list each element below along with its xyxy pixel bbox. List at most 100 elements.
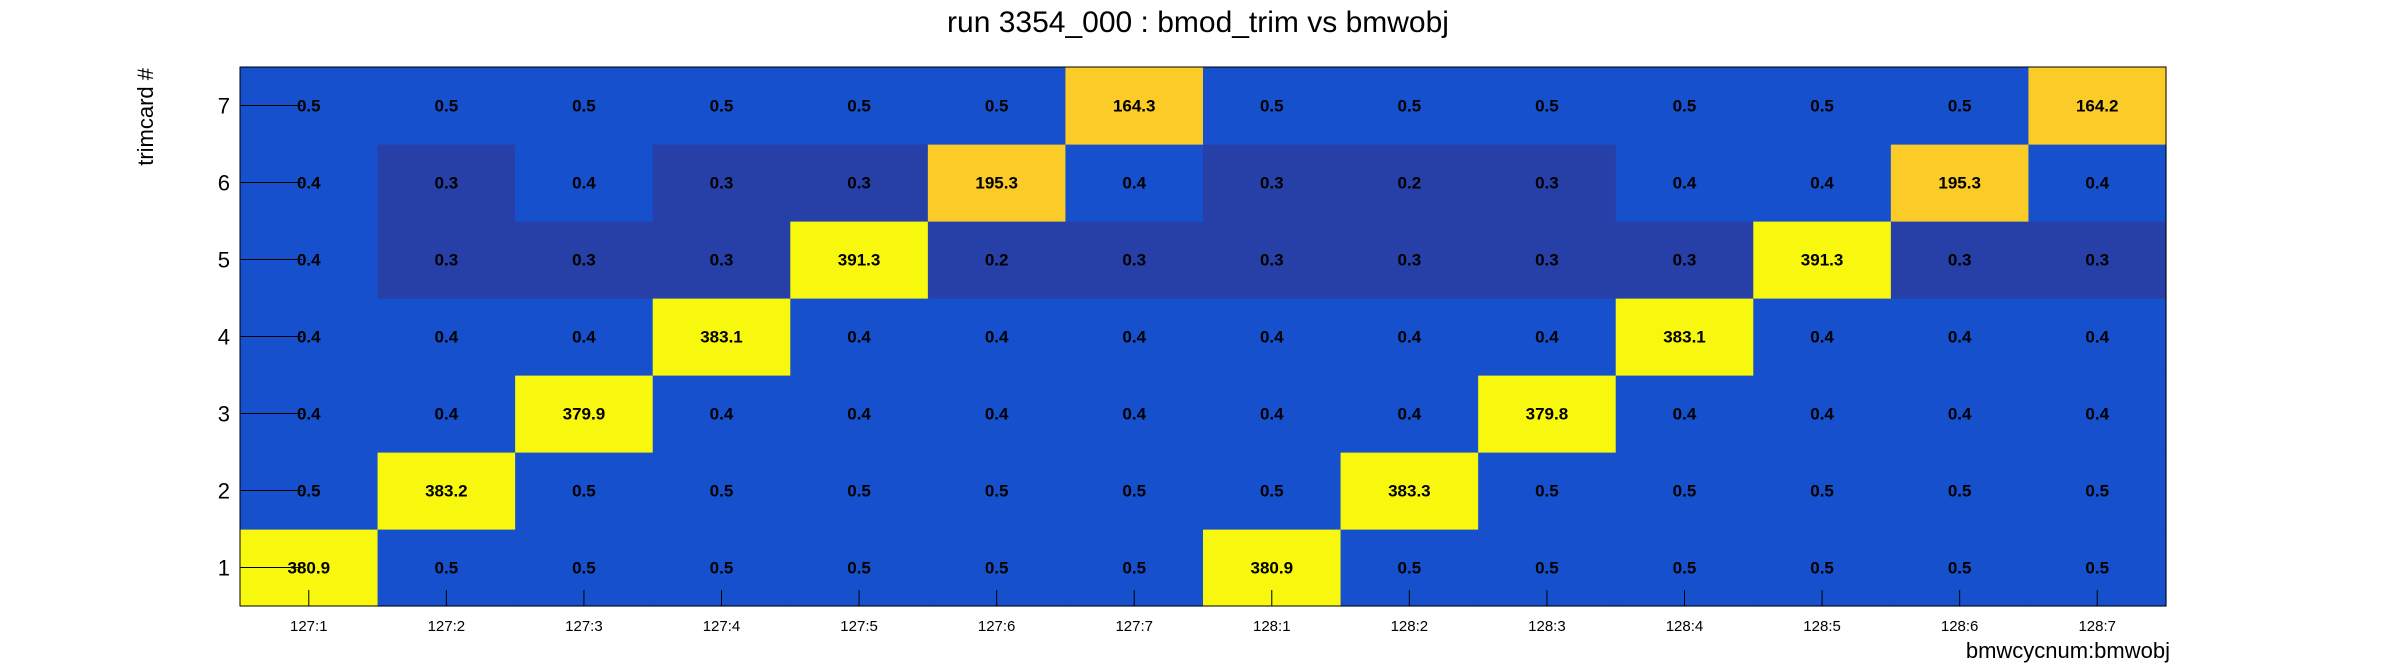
cell-value-label: 0.3 xyxy=(1535,251,1559,270)
heatmap-cell xyxy=(927,67,1067,145)
cell-value-label: 0.3 xyxy=(1260,251,1284,270)
heatmap-cell xyxy=(1478,298,1617,376)
cell-value-label: 0.4 xyxy=(1948,328,1972,347)
cell-value-label: 0.5 xyxy=(1535,97,1559,116)
cell-value-label: 0.5 xyxy=(1535,482,1559,501)
heatmap-cell xyxy=(1615,144,1754,222)
x-tick-label: 127:1 xyxy=(290,618,328,635)
y-tick-label: 7 xyxy=(218,94,230,119)
cell-value-label: 0.5 xyxy=(1810,559,1834,578)
cell-value-label: 0.2 xyxy=(985,251,1009,270)
y-tick-label: 5 xyxy=(218,248,230,273)
heatmap-cell xyxy=(652,221,791,299)
heatmap-cell xyxy=(1615,375,1754,453)
x-tick-label: 128:5 xyxy=(1803,618,1841,635)
cell-value-label: 383.1 xyxy=(1663,328,1706,347)
x-tick-label: 128:7 xyxy=(2078,618,2116,635)
heatmap-cells xyxy=(240,67,2167,607)
heatmap-cell xyxy=(1753,452,1892,530)
heatmap-cell xyxy=(652,144,791,222)
heatmap-cell xyxy=(2028,298,2167,376)
heatmap-cell xyxy=(2028,375,2167,453)
heatmap-cell xyxy=(1753,144,1892,222)
y-tick-label: 2 xyxy=(218,479,230,504)
heatmap-cell xyxy=(927,452,1067,530)
cell-value-label: 0.5 xyxy=(1122,482,1146,501)
cell-value-label: 0.3 xyxy=(435,174,459,193)
y-axis: 1 2 3 4 5 6 7 xyxy=(218,94,302,581)
y-tick-label: 1 xyxy=(218,556,230,581)
heatmap-cell xyxy=(652,298,791,376)
cell-value-label: 0.3 xyxy=(847,174,871,193)
heatmap-cell xyxy=(377,452,516,530)
heatmap-cell xyxy=(1478,375,1617,453)
x-tick-label: 128:2 xyxy=(1391,618,1429,635)
cell-value-label: 0.5 xyxy=(1673,482,1697,501)
heatmap-cell xyxy=(652,375,791,453)
cell-value-label: 0.5 xyxy=(1122,559,1146,578)
heatmap-cell xyxy=(1615,298,1754,376)
cell-value-label: 164.3 xyxy=(1113,97,1156,116)
cell-value-label: 0.4 xyxy=(985,328,1009,347)
x-tick-label: 127:7 xyxy=(1115,618,1153,635)
y-tick-label: 3 xyxy=(218,402,230,427)
y-axis-label: trimcard # xyxy=(133,67,158,166)
cell-value-label: 0.5 xyxy=(847,482,871,501)
heatmap-cell xyxy=(2028,144,2167,222)
cell-value-label: 0.5 xyxy=(1398,97,1422,116)
cell-value-label: 0.4 xyxy=(297,405,321,424)
cell-value-label: 0.4 xyxy=(297,328,321,347)
heatmap-cell xyxy=(515,375,654,453)
heatmap-cell xyxy=(1065,144,1204,222)
heatmap-cell xyxy=(1340,452,1479,530)
heatmap-cell xyxy=(1890,221,2030,299)
x-axis-label: bmwcycnum:bmwobj xyxy=(1966,638,2170,663)
cell-value-label: 0.5 xyxy=(1673,559,1697,578)
cell-value-label: 0.4 xyxy=(1398,328,1422,347)
cell-value-label: 383.2 xyxy=(425,482,468,501)
heatmap-cell xyxy=(1065,298,1204,376)
cell-value-label: 0.5 xyxy=(572,482,596,501)
heatmap-cell xyxy=(377,375,516,453)
x-tick-label: 127:6 xyxy=(978,618,1016,635)
x-axis: 127:1 127:2 127:3 127:4 127:5 127:6 127:7 128:1… xyxy=(290,590,2116,635)
cell-value-label: 0.4 xyxy=(1122,405,1146,424)
cell-value-label: 0.4 xyxy=(2085,328,2109,347)
heatmap-cell xyxy=(2028,452,2167,530)
cell-value-label: 0.5 xyxy=(710,559,734,578)
heatmap-cell xyxy=(1615,67,1754,145)
heatmap-cell xyxy=(1203,452,1342,530)
cell-value-label: 0.4 xyxy=(847,405,871,424)
cell-value-label: 0.5 xyxy=(1398,559,1422,578)
heatmap-cell xyxy=(652,67,791,145)
cell-value-label: 391.3 xyxy=(838,251,881,270)
heatmap-cell xyxy=(515,452,654,530)
cell-value-label: 0.3 xyxy=(1673,251,1697,270)
heatmap-cell xyxy=(790,144,929,222)
heatmap-cell xyxy=(1203,144,1342,222)
cell-value-label: 0.4 xyxy=(985,405,1009,424)
x-tick-label: 128:3 xyxy=(1528,618,1566,635)
heatmap-cell xyxy=(377,144,516,222)
x-tick-label: 127:2 xyxy=(428,618,466,635)
cell-value-label: 0.5 xyxy=(1673,97,1697,116)
cell-value-label: 195.3 xyxy=(975,174,1018,193)
cell-value-label: 379.8 xyxy=(1526,405,1569,424)
cell-value-label: 0.5 xyxy=(985,97,1009,116)
heatmap-cell xyxy=(1203,67,1342,145)
heatmap-cell xyxy=(790,452,929,530)
x-tick-label: 128:1 xyxy=(1253,618,1291,635)
cell-value-label: 0.3 xyxy=(1260,174,1284,193)
cell-value-label: 0.4 xyxy=(2085,174,2109,193)
heatmap-cell xyxy=(515,221,654,299)
heatmap-cell xyxy=(1753,221,1892,299)
heatmap-cell xyxy=(515,298,654,376)
cell-value-label: 0.5 xyxy=(1948,482,1972,501)
cell-value-label: 383.3 xyxy=(1388,482,1431,501)
heatmap-cell xyxy=(1753,375,1892,453)
heatmap-cell xyxy=(1890,144,2030,222)
heatmap-cell xyxy=(515,144,654,222)
cell-value-label: 0.5 xyxy=(572,559,596,578)
cell-value-label: 0.5 xyxy=(710,97,734,116)
